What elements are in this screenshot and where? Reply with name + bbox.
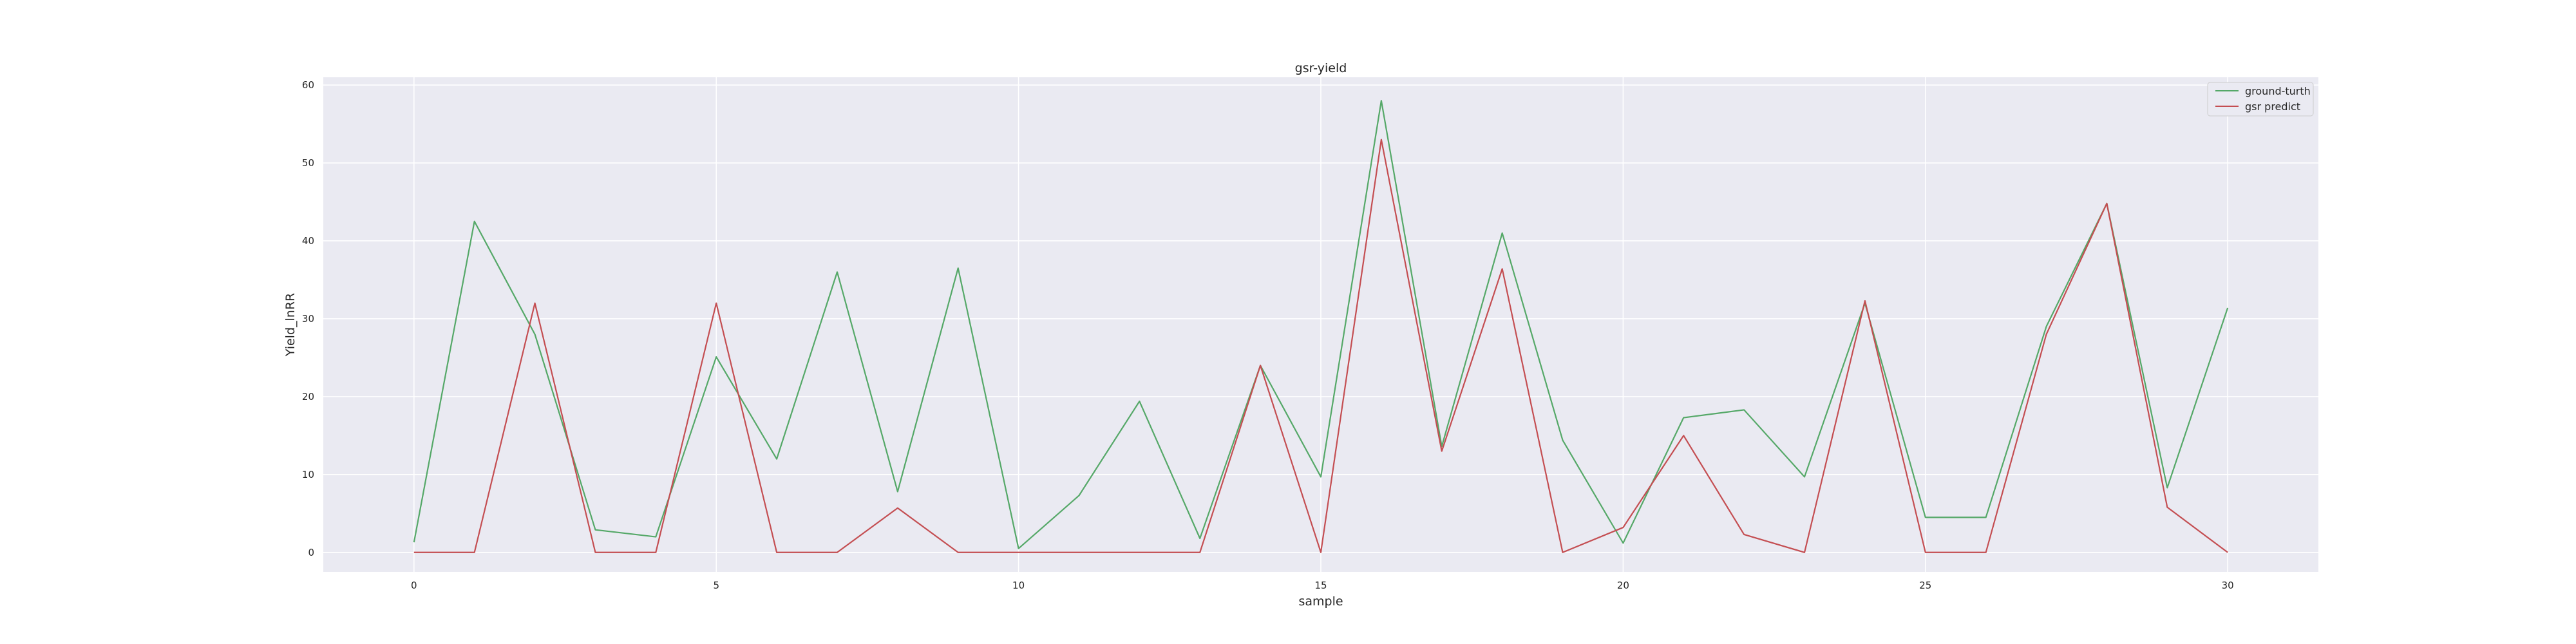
- legend: ground-turth gsr predict: [2207, 82, 2314, 117]
- chart-title: gsr-yield: [1295, 61, 1347, 75]
- y-tick-label: 40: [302, 235, 314, 247]
- y-tick-label: 0: [308, 547, 314, 558]
- x-tick-label: 30: [2222, 580, 2234, 591]
- y-axis-label: Yield_lnRR: [283, 293, 298, 357]
- series-lines: [413, 100, 2229, 553]
- series-line-gsr-predict: [413, 138, 2228, 553]
- x-axis-label: sample: [1298, 594, 1343, 609]
- y-tick-label: 30: [302, 313, 314, 325]
- x-tick-label: 20: [1617, 580, 1629, 591]
- x-tick-label: 15: [1314, 580, 1327, 591]
- x-tick-label: 25: [1919, 580, 1931, 591]
- x-tick-label: 10: [1012, 580, 1025, 591]
- x-tick-labels: 0 5 10 15 20 25 30: [411, 580, 2234, 591]
- series-line-ground-turth: [413, 100, 2229, 549]
- legend-label-gsr-predict: gsr predict: [2245, 100, 2300, 113]
- legend-label-ground-turth: ground-turth: [2245, 85, 2311, 97]
- y-tick-label: 20: [302, 391, 314, 402]
- y-tick-labels: 0 10 20 30 40 50 60: [302, 79, 314, 558]
- y-tick-label: 10: [302, 469, 314, 480]
- x-tick-label: 0: [411, 580, 417, 591]
- y-tick-label: 60: [302, 79, 314, 91]
- x-tick-label: 5: [713, 580, 719, 591]
- y-tick-label: 50: [302, 157, 314, 169]
